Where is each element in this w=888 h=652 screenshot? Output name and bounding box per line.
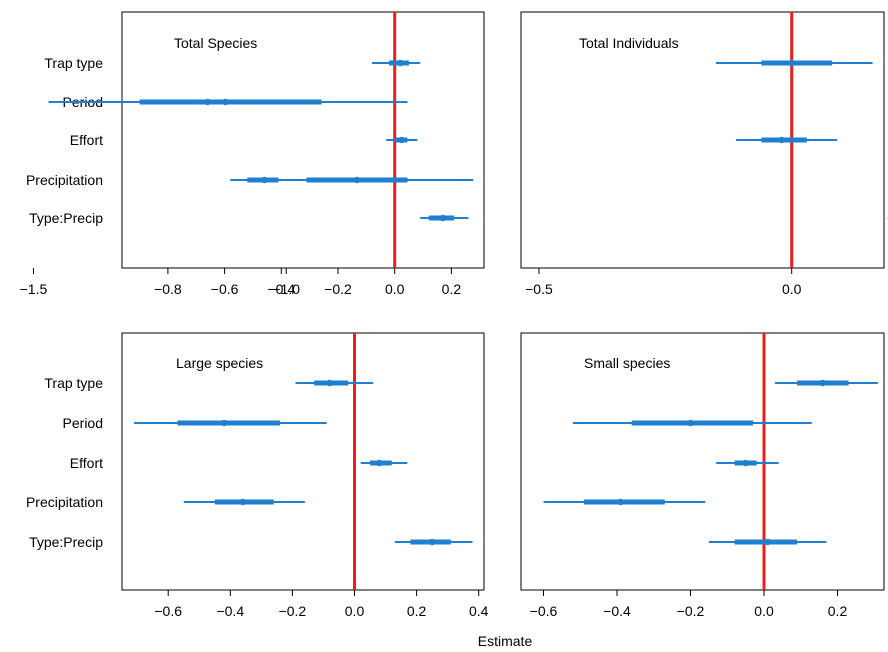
x-tick-label: −0.6 [154,603,182,619]
x-tick-label: −0.4 [267,281,295,297]
row-label: Effort [70,132,103,148]
row-label: Type:Precip [29,534,103,550]
point-estimate [819,379,826,387]
panel-1: Total Species −0.8 −0.6 −0.4 −0.2 0.0 0.2 Trap … [26,11,485,297]
x-tick-label: 0.2 [828,603,848,619]
panel-frame [520,332,885,591]
row-label: Type:Precip [29,210,103,226]
x-tick-label: −1.0 [272,281,300,297]
x-tick-label: −0.8 [154,281,182,297]
row-label: Period [63,415,103,431]
row-label: Precipitation [26,494,103,510]
point-estimate [428,538,436,546]
x-tick-label: 0.4 [469,603,489,619]
row-label: Effort [70,455,103,471]
point-estimate [687,419,694,427]
point-estimate [397,59,404,67]
panel-frame [121,332,485,591]
x-tick-label: −0.6 [211,281,239,297]
x-tick-label: 0.0 [782,281,802,297]
x-tick-label: 0.0 [385,281,405,297]
point-estimate [353,176,361,184]
point-estimate [220,419,228,427]
point-estimate [439,214,447,222]
panel-frame [121,11,485,269]
point-estimate [376,459,383,467]
panel-title: Total Species [174,35,257,51]
row-label: Precipitation [26,172,103,188]
point-estimate [617,498,624,506]
x-tick-label: 0.2 [442,281,462,297]
panels-layer: Total Species −0.8 −0.6 −0.4 −0.2 0.0 0.2 Trap … [20,11,888,619]
panel-title: Small species [584,355,670,371]
point-estimate [398,136,405,144]
x-tick-label: 0.0 [345,603,365,619]
point-estimate [778,136,785,144]
x-tick-label: −1.5 [20,281,48,297]
x-tick-label: 0.0 [754,603,774,619]
point-estimate [222,98,229,106]
point-estimate [764,538,771,546]
x-tick-label: −0.2 [677,603,705,619]
panel-4: Small species −0.6 −0.4 −0.2 0.0 0.2 [520,332,885,619]
panel-title: Total Individuals [579,35,679,51]
x-tick-label: −0.4 [216,603,244,619]
panel-2: Total Individuals−1.5−1.0−0.50.00.5 [20,11,888,297]
x-tick-label: −0.2 [279,603,307,619]
row-label: Trap type [44,375,103,391]
point-estimate [742,459,749,467]
row-label: Trap type [44,55,103,71]
point-estimate [326,379,333,387]
x-tick-label: −0.2 [324,281,352,297]
panel-frame [520,11,885,269]
x-tick-label: −0.5 [525,281,553,297]
point-estimate [239,498,246,506]
panel-title: Large species [176,355,263,371]
x-axis-title: Estimate [478,633,533,649]
panel-3: Large species −0.6 −0.4 −0.2 0.0 0.2 0.4 Trap t… [26,332,489,619]
point-estimate [788,59,795,67]
x-tick-label: 0.2 [407,603,427,619]
x-tick-label: −0.4 [603,603,631,619]
x-tick-label: −0.6 [530,603,558,619]
